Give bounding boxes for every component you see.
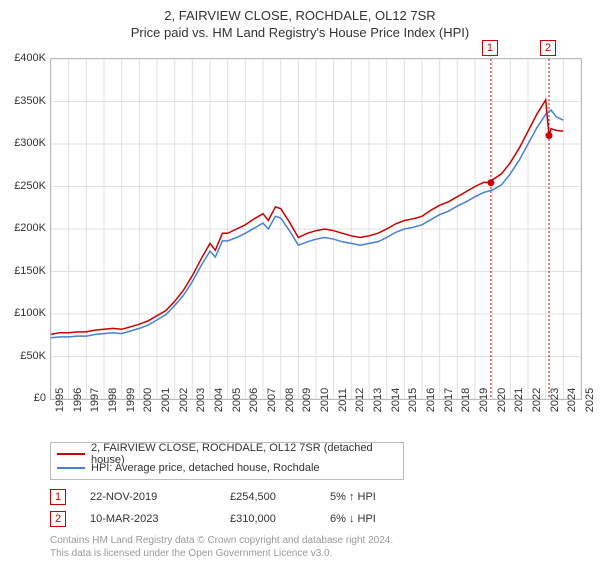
footer-line: Contains HM Land Registry data © Crown c… xyxy=(50,534,393,547)
x-tick-label: 1996 xyxy=(72,388,84,412)
x-tick-label: 2024 xyxy=(566,388,578,412)
marker-price: £310,000 xyxy=(230,513,330,525)
footer-line: This data is licensed under the Open Gov… xyxy=(50,547,393,560)
chart-marker-badge: 2 xyxy=(540,40,556,56)
x-tick-label: 2025 xyxy=(584,388,596,412)
x-tick-label: 1999 xyxy=(125,388,137,412)
x-tick-label: 2019 xyxy=(478,388,490,412)
marker-price: £254,500 xyxy=(230,491,330,503)
x-tick-label: 2000 xyxy=(142,388,154,412)
marker-badge: 2 xyxy=(50,511,66,527)
chart-container: 2, FAIRVIEW CLOSE, ROCHDALE, OL12 7SR Pr… xyxy=(0,8,600,568)
chart-marker-badge: 1 xyxy=(482,40,498,56)
marker-table: 1 22-NOV-2019 £254,500 5% ↑ HPI 2 10-MAR… xyxy=(50,486,430,530)
x-tick-label: 2018 xyxy=(460,388,472,412)
x-tick-label: 2015 xyxy=(407,388,419,412)
x-tick-label: 1997 xyxy=(89,388,101,412)
x-tick-label: 2010 xyxy=(319,388,331,412)
y-tick-label: £400K xyxy=(6,52,46,64)
y-tick-label: £350K xyxy=(6,95,46,107)
legend-swatch xyxy=(57,453,85,455)
x-tick-label: 2022 xyxy=(531,388,543,412)
x-tick-label: 2011 xyxy=(337,388,349,412)
x-tick-label: 2006 xyxy=(248,388,260,412)
x-tick-label: 2008 xyxy=(284,388,296,412)
chart-area xyxy=(50,58,582,400)
x-tick-label: 2023 xyxy=(549,388,561,412)
marker-row: 2 10-MAR-2023 £310,000 6% ↓ HPI xyxy=(50,508,430,530)
x-tick-label: 2016 xyxy=(425,388,437,412)
x-tick-label: 2014 xyxy=(390,388,402,412)
x-tick-label: 2021 xyxy=(513,388,525,412)
marker-badge: 1 xyxy=(50,489,66,505)
y-tick-label: £0 xyxy=(6,392,46,404)
x-tick-label: 2009 xyxy=(301,388,313,412)
y-tick-label: £250K xyxy=(6,180,46,192)
x-tick-label: 1995 xyxy=(54,388,66,412)
marker-pct: 6% ↓ HPI xyxy=(330,513,430,525)
x-tick-label: 2013 xyxy=(372,388,384,412)
x-tick-label: 2003 xyxy=(195,388,207,412)
y-tick-label: £200K xyxy=(6,222,46,234)
marker-date: 22-NOV-2019 xyxy=(90,491,230,503)
y-tick-label: £100K xyxy=(6,307,46,319)
x-tick-label: 1998 xyxy=(107,388,119,412)
footer: Contains HM Land Registry data © Crown c… xyxy=(50,534,393,560)
title-sub: Price paid vs. HM Land Registry's House … xyxy=(0,25,600,40)
legend-row: 2, FAIRVIEW CLOSE, ROCHDALE, OL12 7SR (d… xyxy=(57,447,397,461)
x-tick-label: 2004 xyxy=(213,388,225,412)
x-tick-label: 2007 xyxy=(266,388,278,412)
x-tick-label: 2005 xyxy=(231,388,243,412)
x-tick-label: 2012 xyxy=(354,388,366,412)
x-tick-label: 2017 xyxy=(443,388,455,412)
legend-swatch xyxy=(57,467,85,469)
legend-box: 2, FAIRVIEW CLOSE, ROCHDALE, OL12 7SR (d… xyxy=(50,442,404,480)
y-tick-label: £50K xyxy=(6,350,46,362)
title-main: 2, FAIRVIEW CLOSE, ROCHDALE, OL12 7SR xyxy=(0,8,600,23)
x-tick-label: 2001 xyxy=(160,388,172,412)
y-tick-label: £300K xyxy=(6,137,46,149)
marker-date: 10-MAR-2023 xyxy=(90,513,230,525)
x-tick-label: 2002 xyxy=(178,388,190,412)
marker-row: 1 22-NOV-2019 £254,500 5% ↑ HPI xyxy=(50,486,430,508)
legend-label: HPI: Average price, detached house, Roch… xyxy=(91,462,320,474)
y-tick-label: £150K xyxy=(6,265,46,277)
marker-pct: 5% ↑ HPI xyxy=(330,491,430,503)
x-tick-label: 2020 xyxy=(496,388,508,412)
chart-svg xyxy=(51,59,581,399)
